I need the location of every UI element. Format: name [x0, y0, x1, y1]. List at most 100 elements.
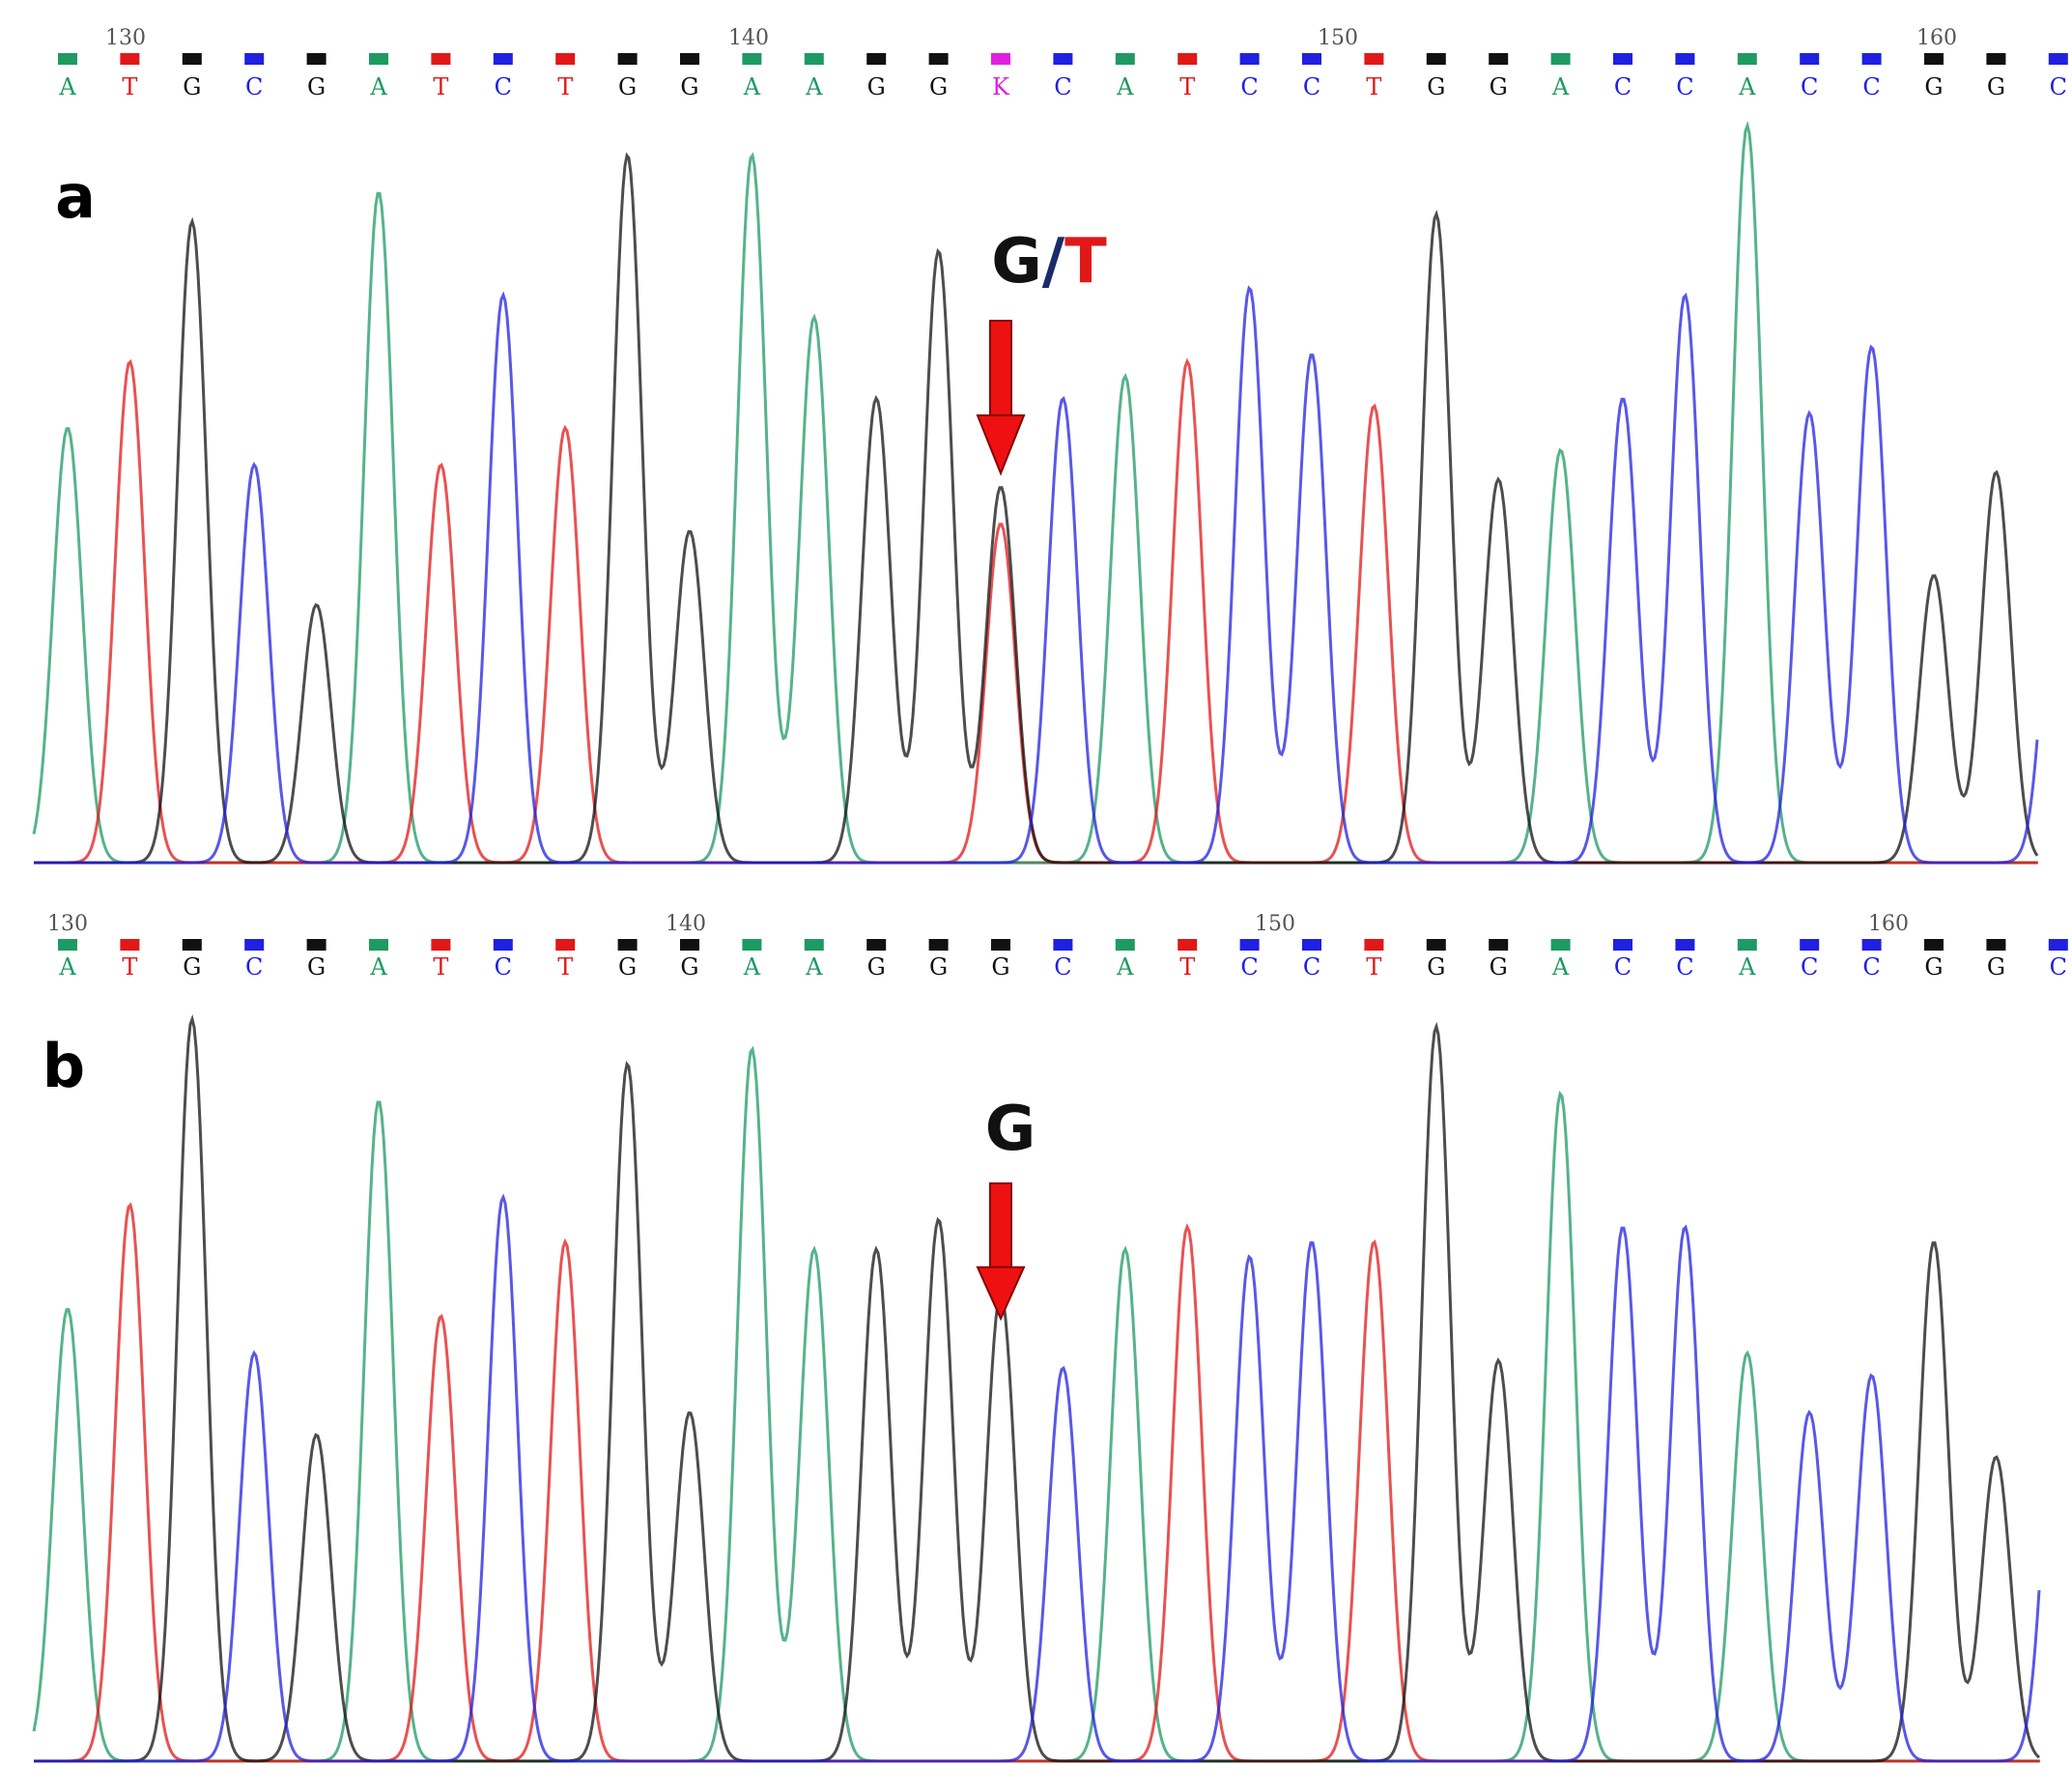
quality-bar [431, 53, 451, 65]
quality-bar [1426, 53, 1446, 65]
base-call-letter: G [618, 73, 637, 100]
base-call-letter: C [1614, 73, 1632, 100]
trace-C [34, 1193, 2041, 1763]
quality-bar [1800, 939, 1820, 951]
base-call-letter: G [991, 953, 1009, 981]
callout-first-base: G [991, 226, 1042, 298]
quality-bar [928, 939, 949, 951]
base-call-letter: A [805, 953, 823, 981]
position-tick-label: 160 [1868, 912, 1909, 936]
base-call-letter: T [1179, 953, 1195, 981]
quality-bar [493, 939, 513, 951]
position-tick-label: 160 [1916, 26, 1957, 50]
base-call-letter: C [1240, 953, 1258, 981]
quality-bar [1800, 53, 1820, 65]
base-call-letter: G [1490, 953, 1508, 981]
base-call-letter: A [805, 73, 823, 100]
variant-callout: G/T [991, 226, 1107, 298]
base-call-letter: C [1676, 953, 1693, 981]
base-call-letter: C [1862, 953, 1880, 981]
quality-bar [1924, 939, 1944, 951]
chromatogram-panel-b: b 130 140 150 160 A T G C G A T C T G G A A G G G C A T C C T G G A C C… [32, 912, 2068, 1763]
quality-bar [1115, 53, 1135, 65]
base-call-letter: A [369, 73, 387, 100]
base-call-letter: G [1427, 953, 1445, 981]
base-call-letter: G [1987, 73, 2005, 100]
quality-bar [866, 53, 887, 65]
quality-bar [120, 939, 140, 951]
quality-bar [991, 53, 1010, 65]
quality-bar [742, 53, 762, 65]
base-call-letter: C [2050, 73, 2067, 100]
quality-bar [1115, 939, 1135, 951]
quality-bar [1986, 939, 2006, 951]
quality-bar [1489, 53, 1509, 65]
quality-bar [1053, 53, 1073, 65]
quality-bar [1737, 939, 1757, 951]
quality-bar [1239, 53, 1260, 65]
callout-separator: / [1042, 226, 1065, 298]
quality-bar [182, 53, 202, 65]
quality-bar [991, 939, 1010, 951]
base-call-letter: G [867, 953, 886, 981]
callout-second-base: T [1064, 226, 1107, 298]
quality-bar [306, 53, 326, 65]
quality-bar [58, 939, 77, 951]
quality-bar [866, 939, 887, 951]
base-call-letter: T [122, 953, 137, 981]
arrow-shaft [989, 320, 1012, 416]
base-call-letter: C [1240, 73, 1258, 100]
quality-bar [369, 939, 388, 951]
quality-bar [58, 53, 77, 65]
position-tick-label: 150 [1255, 912, 1295, 936]
callout-first-base: G [985, 1094, 1036, 1165]
base-call-letter: G [307, 73, 326, 100]
base-call-letter: C [495, 73, 512, 100]
position-tick-label: 140 [728, 26, 769, 50]
base-call-letter: G [680, 953, 698, 981]
base-call-letter: G [618, 953, 637, 981]
base-call-letter: C [2050, 953, 2067, 981]
trace-A [32, 121, 2037, 865]
base-call-letter: G [183, 73, 201, 100]
quality-bar [182, 939, 202, 951]
base-call-letter: A [1551, 953, 1570, 981]
position-tick-label: 130 [47, 912, 88, 936]
quality-bar [1986, 53, 2006, 65]
base-call-letter: G [867, 73, 886, 100]
quality-bar [1550, 939, 1571, 951]
position-tick-label: 130 [105, 26, 146, 50]
base-call-letter: A [743, 953, 761, 981]
base-call-letter: C [1676, 73, 1693, 100]
arrow-head [976, 1266, 1026, 1322]
trace-C [34, 285, 2039, 865]
base-call-letter: G [929, 73, 948, 100]
quality-bar [120, 53, 140, 65]
base-call-letter: G [1490, 73, 1508, 100]
quality-bar [1302, 53, 1321, 65]
base-call-letter: A [1551, 73, 1570, 100]
quality-bar [1613, 53, 1632, 65]
base-call-letter: A [1738, 73, 1756, 100]
quality-bar [555, 53, 576, 65]
quality-bar [2048, 939, 2068, 951]
quality-bar [306, 939, 326, 951]
base-call-letter: A [1116, 73, 1134, 100]
base-call-letter: C [1801, 953, 1818, 981]
quality-bar [555, 939, 576, 951]
quality-bar [804, 939, 824, 951]
variant-callout: G [985, 1094, 1036, 1165]
quality-bar [1302, 939, 1321, 951]
quality-bar [1053, 939, 1073, 951]
quality-bar [1239, 939, 1260, 951]
position-tick-label: 140 [666, 912, 706, 936]
base-call-letter: T [1179, 73, 1195, 100]
quality-bar [1550, 53, 1571, 65]
quality-bar [244, 53, 265, 65]
base-call-letter: T [122, 73, 137, 100]
base-call-letter: A [1116, 953, 1134, 981]
base-call-letter: K [992, 73, 1010, 100]
quality-bar [1364, 939, 1384, 951]
